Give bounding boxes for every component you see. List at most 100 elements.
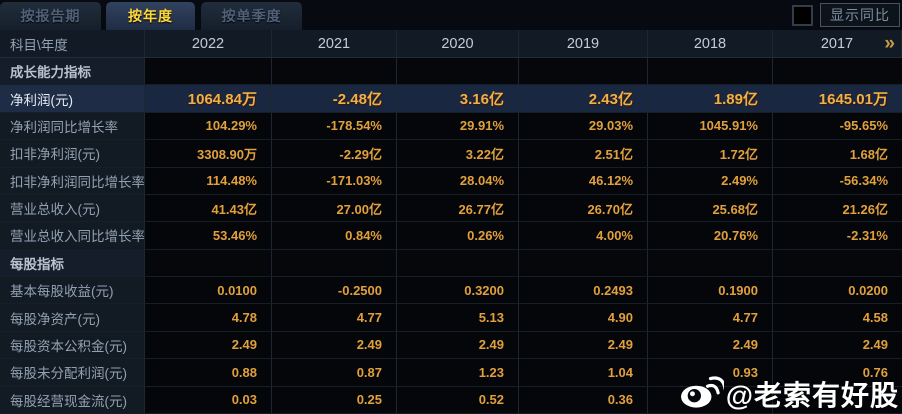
row-label: 扣非净利润同比增长率 bbox=[0, 167, 145, 195]
table-row[interactable]: 每股资本公积金(元) 2.49 2.49 2.49 2.49 2.49 2.49 bbox=[0, 331, 902, 360]
cell-value bbox=[272, 249, 397, 277]
table-header-row: 科目\年度 2022 2021 2020 2019 2018 2017 » bbox=[0, 30, 902, 58]
tab-report-period[interactable]: 按报告期 bbox=[0, 2, 101, 30]
cell-value: 29.03% bbox=[519, 112, 648, 141]
cell-value bbox=[397, 58, 519, 86]
cell-value: 0.52 bbox=[397, 386, 519, 414]
cell-value: 53.46% bbox=[145, 222, 272, 250]
cell-value: 2.49 bbox=[773, 331, 902, 360]
cell-value: 29.91% bbox=[397, 112, 519, 141]
cell-value: 2.49 bbox=[648, 331, 773, 360]
row-label: 净利润(元) bbox=[0, 85, 145, 113]
cell-value: 0.84% bbox=[272, 222, 397, 250]
cell-value: 3.22亿 bbox=[397, 140, 519, 168]
cell-value: 2.49 bbox=[272, 331, 397, 360]
cell-value: 0.1900 bbox=[648, 277, 773, 305]
cell-value bbox=[773, 249, 902, 277]
show-yoy-button[interactable]: 显示同比 bbox=[820, 3, 900, 27]
cell-value: -0.2500 bbox=[272, 277, 397, 305]
tab-single-quarter[interactable]: 按单季度 bbox=[201, 2, 302, 30]
year-header-2018[interactable]: 2018 bbox=[648, 30, 773, 58]
row-label: 每股经营现金流(元) bbox=[0, 386, 145, 414]
cell-value: -2.29亿 bbox=[272, 140, 397, 168]
cell-value: 0.0100 bbox=[145, 277, 272, 305]
show-yoy-checkbox[interactable] bbox=[792, 4, 813, 26]
cell-value: 114.48% bbox=[145, 167, 272, 195]
cell-value: 27.00亿 bbox=[272, 194, 397, 223]
row-label: 基本每股收益(元) bbox=[0, 277, 145, 305]
cell-value: -2.31% bbox=[773, 222, 902, 250]
cell-value bbox=[519, 249, 648, 277]
cell-value: 0.76 bbox=[773, 359, 902, 387]
cell-value: -56.34% bbox=[773, 167, 902, 195]
cell-value bbox=[648, 58, 773, 86]
year-header-2020[interactable]: 2020 bbox=[397, 30, 519, 58]
table-body: 成长能力指标 净利润(元) 1064.84万 -2.48亿 3.16亿 2.43亿 1.89… bbox=[0, 58, 902, 414]
more-years-icon[interactable]: » bbox=[884, 33, 895, 54]
cell-value: 1045.91% bbox=[648, 112, 773, 141]
year-header-2022[interactable]: 2022 bbox=[145, 30, 272, 58]
cell-value bbox=[272, 58, 397, 86]
table-row[interactable]: 每股经营现金流(元) 0.03 0.25 0.52 0.36 bbox=[0, 386, 902, 414]
table-row[interactable]: 净利润同比增长率 104.29% -178.54% 29.91% 29.03% 1045.… bbox=[0, 112, 902, 141]
cell-value: 104.29% bbox=[145, 112, 272, 141]
cell-value: 1.04 bbox=[519, 359, 648, 387]
cell-value: -2.48亿 bbox=[272, 85, 397, 113]
cell-value: -95.65% bbox=[773, 112, 902, 141]
row-label: 扣非净利润(元) bbox=[0, 140, 145, 168]
cell-value: 20.76% bbox=[648, 222, 773, 250]
cell-value: 0.03 bbox=[145, 386, 272, 414]
cell-value bbox=[773, 386, 902, 414]
yoy-controls: 显示同比 bbox=[792, 3, 900, 27]
cell-value: 5.13 bbox=[397, 304, 519, 332]
row-label: 每股指标 bbox=[0, 249, 145, 277]
cell-value: -178.54% bbox=[272, 112, 397, 141]
cell-value: 1064.84万 bbox=[145, 85, 272, 113]
table-row[interactable]: 扣非净利润(元) 3308.90万 -2.29亿 3.22亿 2.51亿 1.72亿 1.6… bbox=[0, 140, 902, 168]
cell-value: 25.68亿 bbox=[648, 194, 773, 223]
cell-value: 26.70亿 bbox=[519, 194, 648, 223]
table-row[interactable]: 扣非净利润同比增长率 114.48% -171.03% 28.04% 46.12% 2.4… bbox=[0, 167, 902, 195]
cell-value: 3308.90万 bbox=[145, 140, 272, 168]
row-label: 成长能力指标 bbox=[0, 58, 145, 86]
cell-value bbox=[648, 386, 773, 414]
cell-value: 2.49 bbox=[397, 331, 519, 360]
cell-value: 46.12% bbox=[519, 167, 648, 195]
cell-value bbox=[773, 58, 902, 86]
financials-table: 科目\年度 2022 2021 2020 2019 2018 2017 » 成长… bbox=[0, 30, 902, 414]
table-row[interactable]: 基本每股收益(元) 0.0100 -0.2500 0.3200 0.2493 0.1900… bbox=[0, 277, 902, 305]
cell-value: 0.25 bbox=[272, 386, 397, 414]
cell-value: 0.2493 bbox=[519, 277, 648, 305]
cell-value: 2.49% bbox=[648, 167, 773, 195]
cell-value: 1.89亿 bbox=[648, 85, 773, 113]
cell-value bbox=[145, 249, 272, 277]
table-row[interactable]: 每股未分配利润(元) 0.88 0.87 1.23 1.04 0.93 0.76 bbox=[0, 359, 902, 387]
cell-value: 0.36 bbox=[519, 386, 648, 414]
table-row[interactable]: 每股净资产(元) 4.78 4.77 5.13 4.90 4.77 4.58 bbox=[0, 304, 902, 332]
cell-value: 4.90 bbox=[519, 304, 648, 332]
cell-value: 0.0200 bbox=[773, 277, 902, 305]
cell-value: 0.3200 bbox=[397, 277, 519, 305]
cell-value: 0.88 bbox=[145, 359, 272, 387]
cell-value: 1.68亿 bbox=[773, 140, 902, 168]
cell-value: 2.49 bbox=[145, 331, 272, 360]
cell-value bbox=[648, 249, 773, 277]
period-tabbar: 按报告期 按年度 按单季度 显示同比 bbox=[0, 0, 902, 30]
tab-annual[interactable]: 按年度 bbox=[106, 2, 195, 30]
cell-value: 4.77 bbox=[272, 304, 397, 332]
table-row[interactable]: 净利润(元) 1064.84万 -2.48亿 3.16亿 2.43亿 1.89亿 1645.… bbox=[0, 85, 902, 113]
cell-value: 2.51亿 bbox=[519, 140, 648, 168]
section-row: 成长能力指标 bbox=[0, 58, 902, 86]
cell-value: 0.93 bbox=[648, 359, 773, 387]
year-header-2021[interactable]: 2021 bbox=[272, 30, 397, 58]
cell-value: 26.77亿 bbox=[397, 194, 519, 223]
cell-value: 3.16亿 bbox=[397, 85, 519, 113]
table-row[interactable]: 营业总收入(元) 41.43亿 27.00亿 26.77亿 26.70亿 25.68亿 21… bbox=[0, 194, 902, 223]
cell-value bbox=[397, 249, 519, 277]
year-header-2017[interactable]: 2017 bbox=[773, 30, 902, 58]
cell-value: 1.72亿 bbox=[648, 140, 773, 168]
table-row[interactable]: 营业总收入同比增长率 53.46% 0.84% 0.26% 4.00% 20.76% -2.… bbox=[0, 222, 902, 250]
corner-header: 科目\年度 bbox=[0, 30, 145, 58]
year-header-2019[interactable]: 2019 bbox=[519, 30, 648, 58]
